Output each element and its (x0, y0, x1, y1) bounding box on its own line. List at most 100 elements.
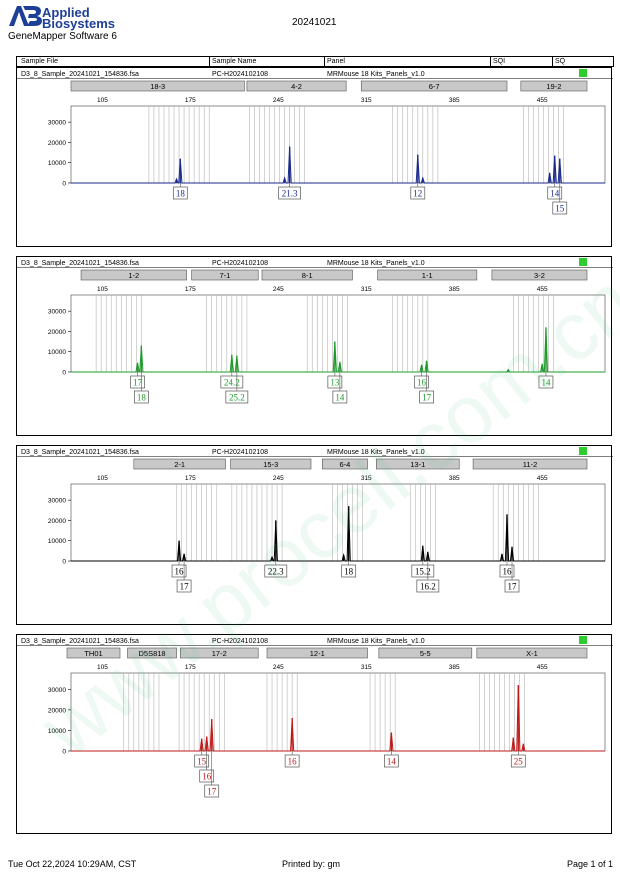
x-tick-label: 455 (537, 97, 548, 104)
x-tick-label: 245 (273, 664, 284, 671)
sample-file: D3_8_Sample_20241021_154836.fsa (21, 71, 139, 78)
allele-bins (176, 484, 539, 561)
allele-call-box (204, 784, 220, 798)
allele-call-box (278, 186, 301, 200)
marker-label: 1-1 (422, 271, 433, 280)
marker-bar (127, 647, 177, 659)
x-tick-label: 385 (449, 664, 460, 671)
marker-bar (230, 458, 312, 470)
marker-label: 18-3 (150, 82, 165, 91)
peaks (175, 146, 561, 183)
y-tick-label: 20000 (48, 707, 66, 714)
marker-bar (191, 269, 259, 281)
allele-call-label: 22.3 (268, 567, 284, 577)
marker-bar (70, 80, 245, 92)
allele-calls: 17 18 24.2 25.2 13 14 16 17 14 (130, 372, 554, 404)
sample-file: D3_8_Sample_20241021_154836.fsa (21, 449, 139, 456)
allele-call-label: 12 (413, 189, 422, 199)
col-sqi: SQI (493, 58, 506, 65)
allele-call-box (327, 375, 343, 389)
allele-call-box (411, 564, 435, 578)
y-tick-label: 0 (62, 181, 66, 188)
allele-call-box (332, 390, 348, 404)
marker-label: 13-1 (410, 460, 425, 469)
allele-call-box (538, 375, 554, 389)
allele-call-box (341, 564, 357, 578)
sample-info-row: D3_8_Sample_20241021_154836.fsa PC-H20241… (17, 69, 613, 79)
marker-label: 7-1 (219, 271, 230, 280)
allele-call-box (384, 754, 399, 768)
electropherogram-panel-1: D3_8_Sample_20241021_154836.fsa PC-H20241… (16, 67, 613, 247)
allele-call-label: 16 (202, 772, 212, 782)
allele-call-label: 14 (387, 757, 397, 767)
applied-biosystems-logo-icon (9, 6, 42, 26)
marker-label: 6-4 (339, 460, 350, 469)
allele-call-label: 16 (417, 378, 427, 388)
panel-name: MRMouse 18 Kits_Panels_v1.0 (327, 638, 425, 645)
y-tick-label: 0 (62, 370, 66, 377)
watermark-text: www.procell.com.cn (24, 256, 620, 774)
y-axis: 0 10000 20000 30000 (48, 687, 71, 756)
allele-call-box (499, 564, 515, 578)
peaks (201, 685, 524, 751)
allele-calls: 15 16 17 16 14 25 (194, 751, 526, 798)
allele-call-box (414, 375, 429, 389)
allele-call-label: 14 (335, 393, 345, 403)
allele-call-label: 15.2 (415, 567, 431, 577)
allele-call-box (284, 754, 300, 768)
y-tick-label: 0 (62, 559, 66, 566)
marker-label: 8-1 (302, 271, 313, 280)
sample-file: D3_8_Sample_20241021_154836.fsa (21, 638, 139, 645)
allele-call-box (176, 579, 192, 593)
sample-name: PC-H2024102108 (212, 71, 268, 78)
allele-calls: 18 21.3 12 14 15 (172, 183, 568, 215)
allele-call-box (410, 186, 426, 200)
allele-call-label: 18 (137, 393, 147, 403)
x-tick-label: 315 (361, 664, 372, 671)
marker-bars: 1-2 7-1 8-1 1-1 3-2 (80, 269, 588, 281)
x-tick-label: 455 (537, 286, 548, 293)
marker-bar (80, 269, 187, 281)
allele-call-box (416, 579, 440, 593)
x-tick-label: 455 (537, 475, 548, 482)
marker-bar (321, 458, 368, 470)
x-tick-label: 385 (449, 97, 460, 104)
sample-name: PC-H2024102108 (212, 260, 268, 267)
footer-printed-by: Printed by: gm (282, 859, 341, 869)
allele-call-box (199, 769, 215, 783)
y-axis: 0 10000 20000 30000 (48, 309, 71, 377)
y-tick-label: 10000 (48, 728, 66, 735)
y-tick-label: 20000 (48, 140, 66, 147)
x-axis: 105 175 245 315 385 455 (97, 664, 548, 671)
x-tick-label: 245 (273, 286, 284, 293)
allele-call-label: 17 (207, 787, 217, 797)
marker-bar (360, 80, 508, 92)
allele-call-box (547, 186, 563, 200)
marker-label: 12-1 (310, 649, 325, 658)
allele-call-label: 24.2 (224, 378, 240, 388)
peaks (178, 506, 513, 561)
peaks (136, 327, 547, 372)
marker-bar (378, 647, 473, 659)
y-tick-label: 10000 (48, 160, 66, 167)
marker-label: X-1 (526, 649, 538, 658)
marker-label: 4-2 (291, 82, 302, 91)
electropherogram-panel-3: D3_8_Sample_20241021_154836.fsa PC-H20241… (16, 445, 613, 625)
marker-bar (133, 458, 226, 470)
allele-call-label: 15 (197, 757, 207, 767)
allele-call-label: 16 (502, 567, 512, 577)
allele-call-label: 13 (330, 378, 340, 388)
allele-call-label: 14 (550, 189, 560, 199)
allele-call-box (552, 201, 568, 215)
x-tick-label: 105 (97, 286, 108, 293)
x-axis: 105 175 245 315 385 455 (97, 97, 548, 104)
marker-label: 5-5 (420, 649, 431, 658)
electropherogram-panel-4: D3_8_Sample_20241021_154836.fsa PC-H20241… (16, 634, 613, 834)
marker-label: D5S818 (138, 649, 165, 658)
x-tick-label: 105 (97, 475, 108, 482)
allele-call-label: 16.2 (420, 582, 436, 592)
col-sq: SQ (555, 58, 566, 65)
marker-bar (491, 269, 588, 281)
sample-info-row: D3_8_Sample_20241021_154836.fsa PC-H20241… (17, 636, 613, 646)
